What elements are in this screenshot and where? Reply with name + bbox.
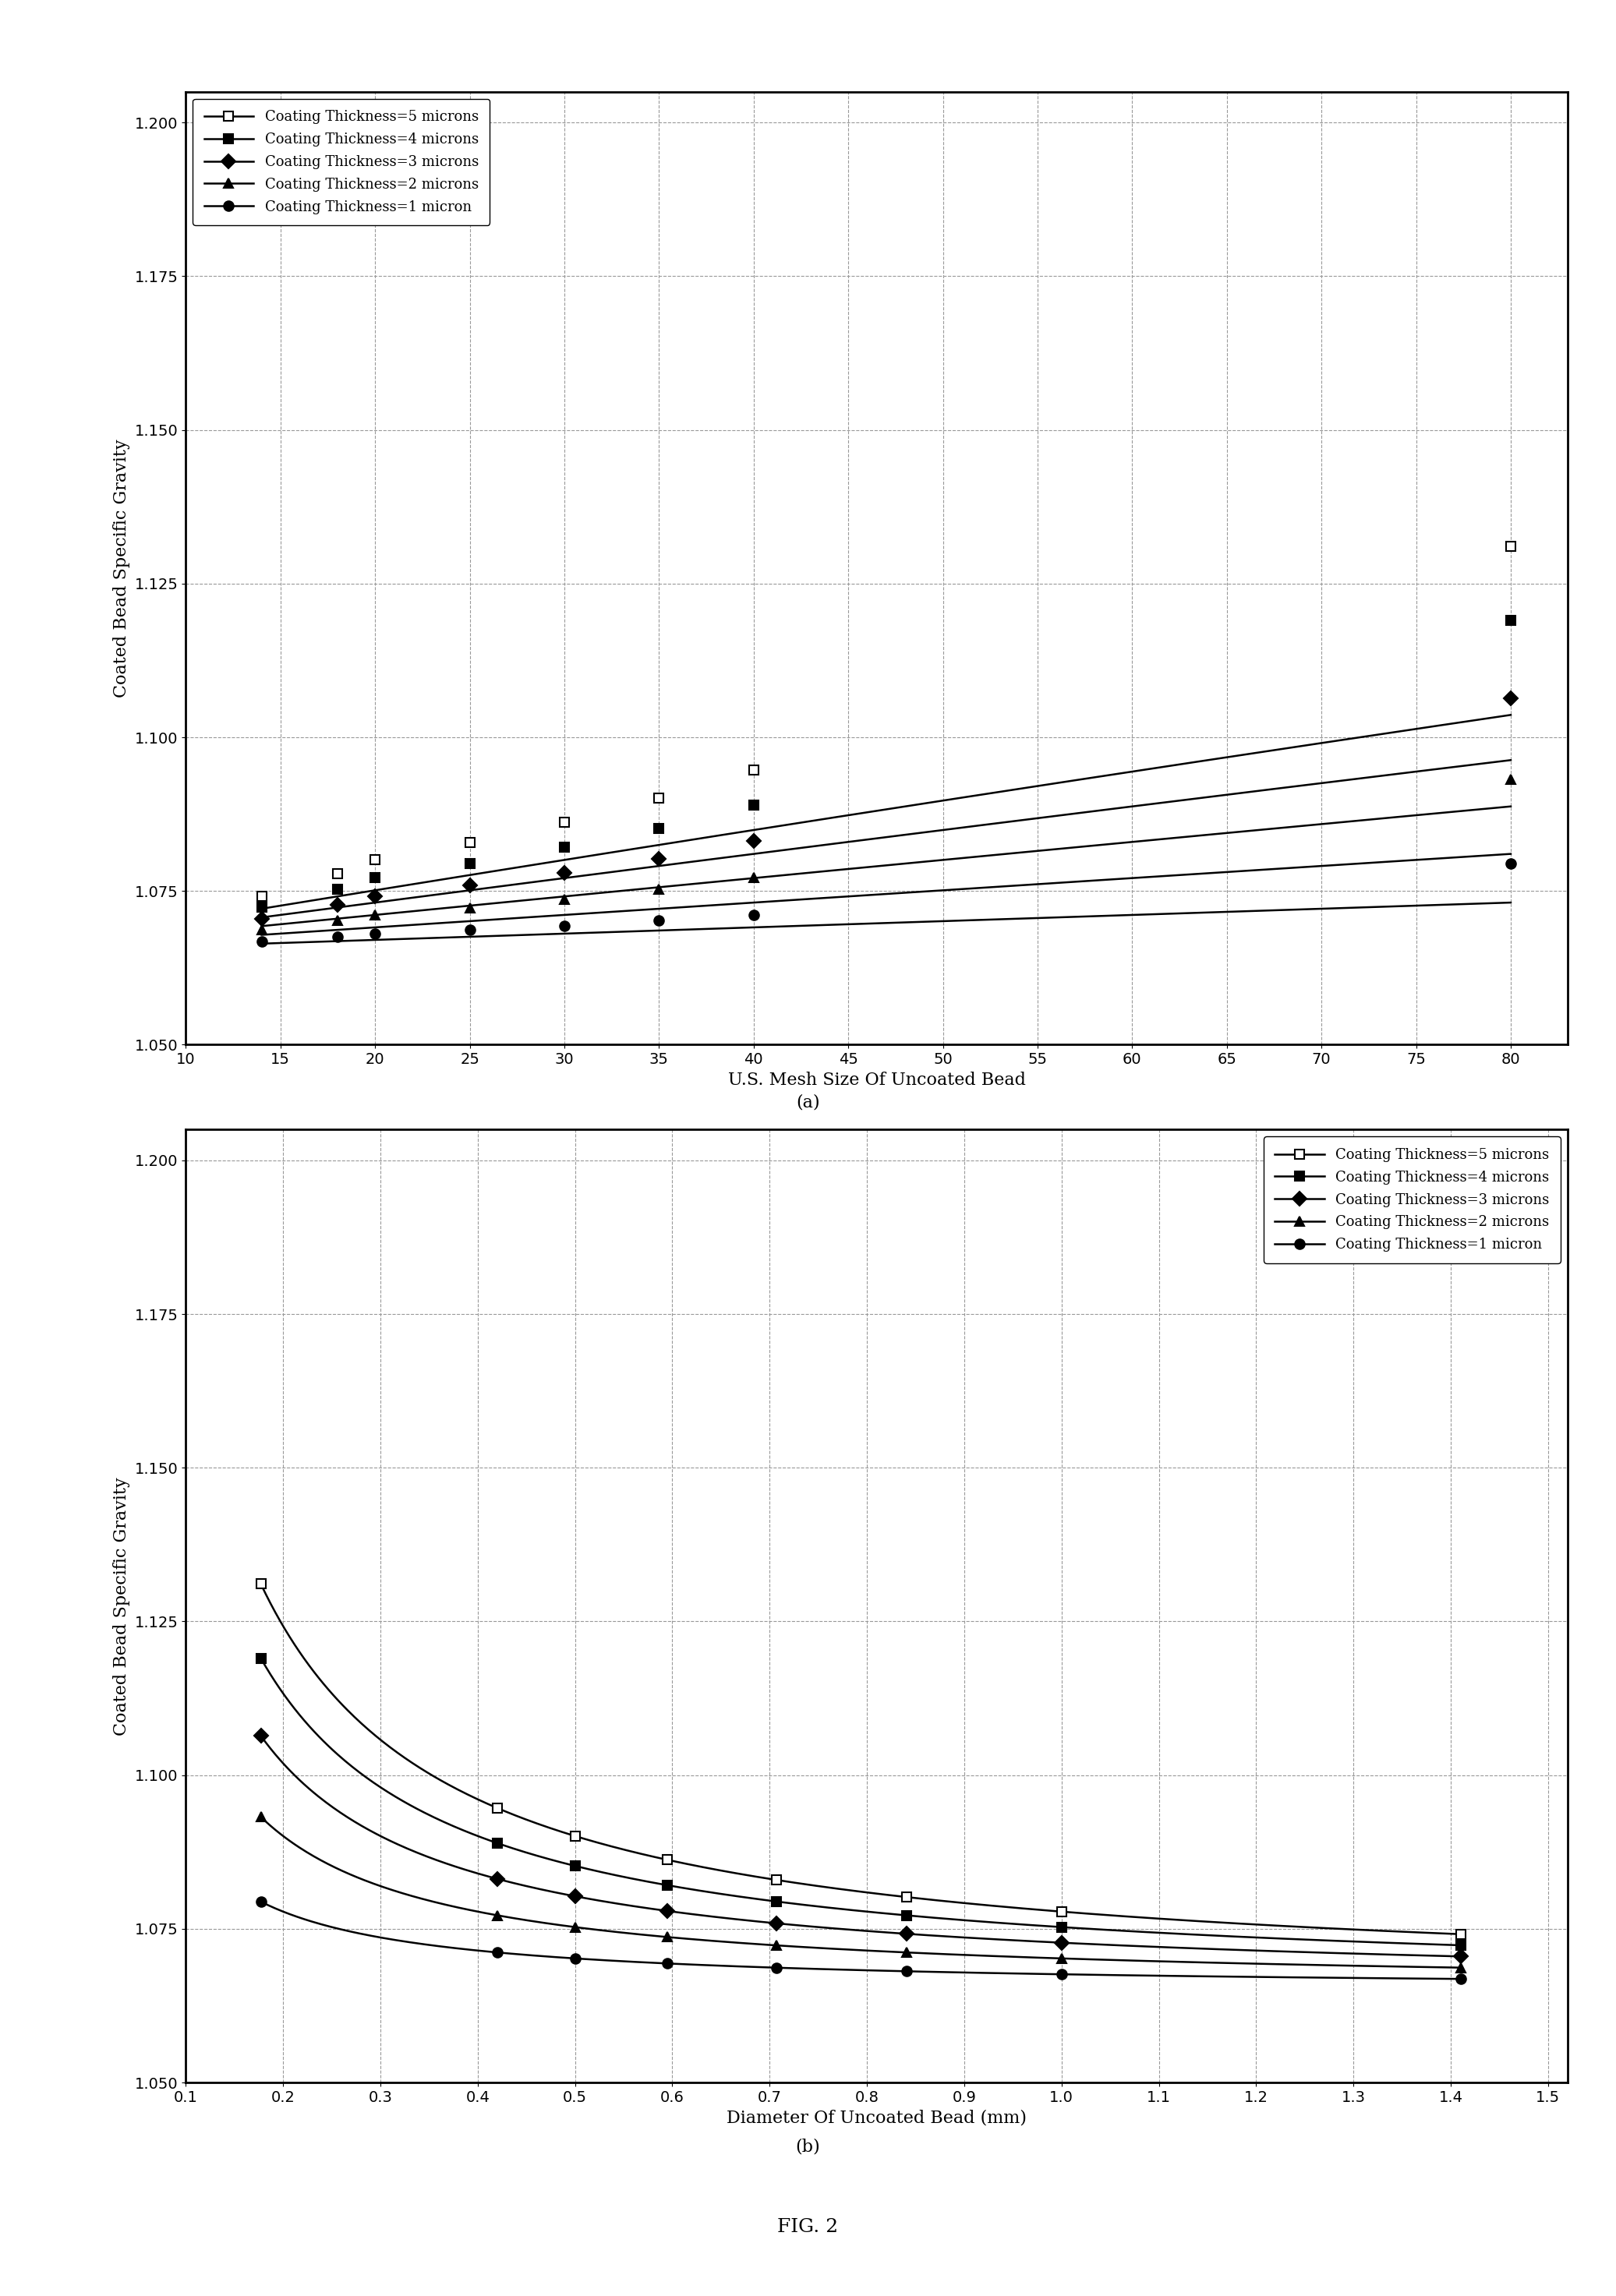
Y-axis label: Coated Bead Specific Gravity: Coated Bead Specific Gravity [113,439,131,698]
Text: (a): (a) [797,1093,819,1111]
Text: (b): (b) [795,2138,821,2156]
Text: FIG. 2: FIG. 2 [777,2218,839,2236]
Y-axis label: Coated Bead Specific Gravity: Coated Bead Specific Gravity [113,1476,131,1736]
Legend: Coating Thickness=5 microns, Coating Thickness=4 microns, Coating Thickness=3 mi: Coating Thickness=5 microns, Coating Thi… [1264,1137,1561,1263]
Legend: Coating Thickness=5 microns, Coating Thickness=4 microns, Coating Thickness=3 mi: Coating Thickness=5 microns, Coating Thi… [192,99,490,225]
X-axis label: U.S. Mesh Size Of Uncoated Bead: U.S. Mesh Size Of Uncoated Bead [727,1072,1026,1088]
X-axis label: Diameter Of Uncoated Bead (mm): Diameter Of Uncoated Bead (mm) [727,2110,1026,2126]
